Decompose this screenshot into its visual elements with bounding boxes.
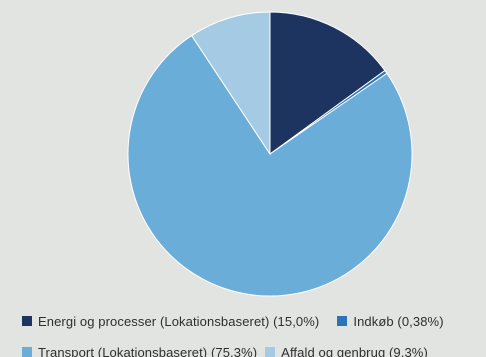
legend-swatch-indkob xyxy=(337,316,348,326)
legend-swatch-transport xyxy=(22,347,32,357)
legend-label-energi: Energi og processer (Lokationsbaseret) (… xyxy=(38,313,320,329)
legend: Energi og processer (Lokationsbaseret) (… xyxy=(22,312,486,357)
legend-row-1: Energi og processer (Lokationsbaseret) (… xyxy=(22,312,486,330)
legend-swatch-affald xyxy=(265,347,276,357)
legend-row-2: Transport (Lokationsbaseret) (75,3%) Aff… xyxy=(22,343,486,357)
pie-slice-1 xyxy=(269,11,386,155)
pie-slice-3 xyxy=(127,34,413,297)
legend-label-indkob: Indkøb (0,38%) xyxy=(353,313,444,329)
legend-item-energi: Energi og processer (Lokationsbaseret) (… xyxy=(22,314,319,329)
legend-swatch-energi xyxy=(22,316,32,326)
legend-label-transport: Transport (Lokationsbaseret) (75,3%) xyxy=(38,344,258,357)
pie-plot-area xyxy=(127,11,413,297)
legend-item-affald: Affald og genbrug (9,3%) xyxy=(265,345,428,357)
legend-label-affald: Affald og genbrug (9,3%) xyxy=(281,344,428,357)
pie-slice-4 xyxy=(190,11,271,156)
legend-item-indkob: Indkøb (0,38%) xyxy=(337,313,444,329)
legend-item-transport: Transport (Lokationsbaseret) (75,3%) xyxy=(22,345,257,357)
